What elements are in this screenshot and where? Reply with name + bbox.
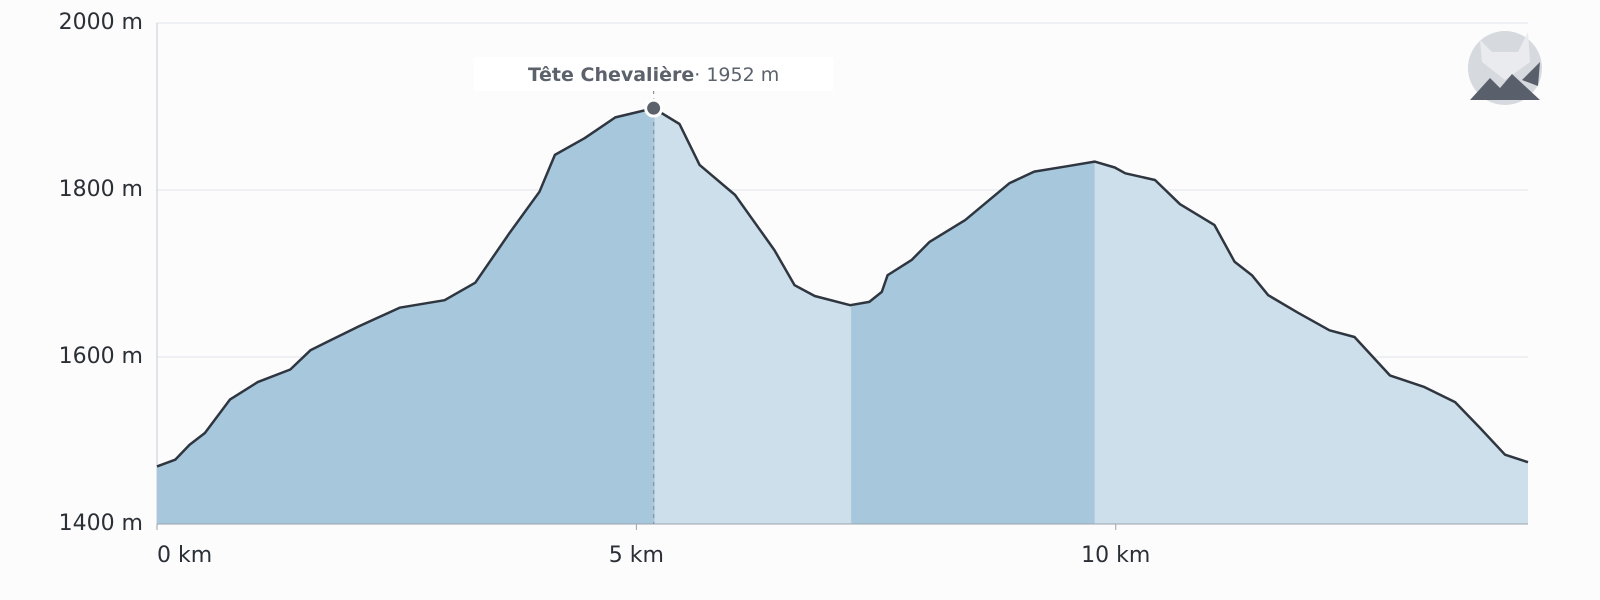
peak-marker — [644, 98, 664, 118]
y-tick-label: 1400 m — [59, 511, 143, 536]
annotation-name: Tête Chevalière — [528, 64, 694, 86]
x-tick-label: 10 km — [1081, 543, 1150, 568]
y-tick-label: 1800 m — [59, 177, 143, 202]
y-tick-label: 1600 m — [59, 344, 143, 369]
elevation-line — [156, 106, 1529, 468]
y-tick-label: 2000 m — [59, 10, 143, 35]
logo — [1468, 31, 1542, 105]
x-tick-label: 0 km — [157, 543, 212, 568]
x-tick-label: 5 km — [609, 543, 664, 568]
annotation-box — [473, 57, 834, 91]
annotation-label: · 1952 m — [694, 64, 779, 86]
annotation-text: Tête Chevalière· 1952 m — [528, 64, 779, 86]
